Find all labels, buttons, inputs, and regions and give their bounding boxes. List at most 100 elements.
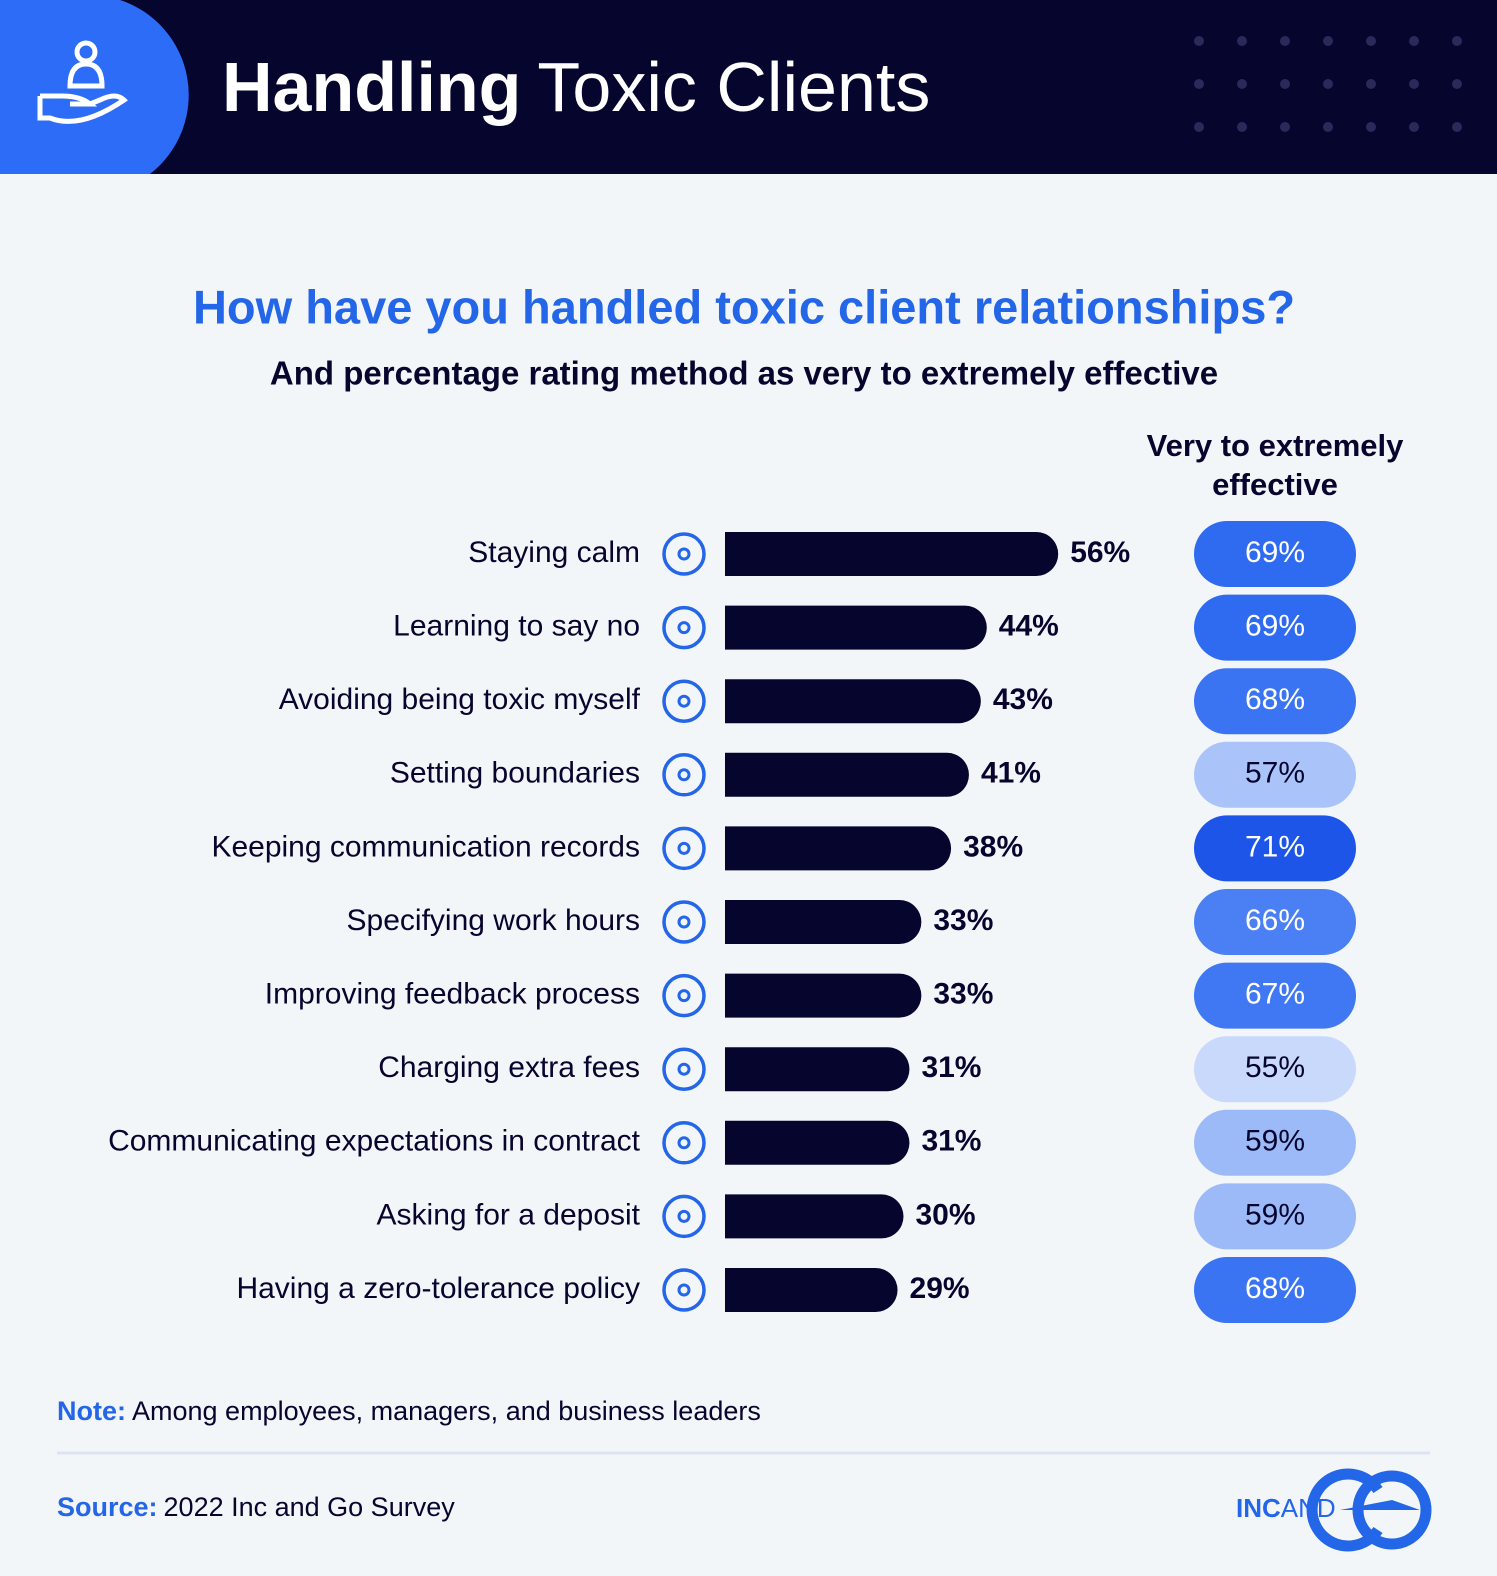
value-label: 33% [933,904,993,937]
bar [725,973,922,1018]
icon-dot [677,547,691,561]
effective-label: 69% [1245,536,1305,569]
bar [725,1047,910,1092]
icon [662,753,706,797]
logo-inc: INC [1236,1493,1281,1523]
icon-dot [677,1062,691,1076]
effective-label: 67% [1245,978,1305,1011]
dot [1409,36,1419,46]
icon [662,679,706,723]
icon [662,1047,706,1091]
header-band [0,0,1497,174]
dot [1366,79,1376,89]
icon [662,532,706,576]
icon-dot [677,621,691,635]
category-label: Specifying work hours [347,904,640,937]
dot [1194,122,1204,132]
value-label: 41% [981,757,1041,790]
icon [662,973,706,1018]
value-label: 30% [916,1198,976,1231]
dot [1409,79,1419,89]
value-label: 44% [999,610,1059,643]
icon [662,605,706,650]
bar [725,1194,904,1239]
note-text: Among employees, managers, and business … [132,1396,761,1426]
logo: INCAND [1236,1468,1432,1552]
dot [1452,122,1462,132]
logo-arrow [1340,1500,1420,1510]
dot [1452,36,1462,46]
icon-dot [677,1136,691,1150]
icon-dot [677,1209,691,1223]
effective-label: 68% [1245,683,1305,716]
dot [1323,122,1333,132]
effective-pill [1194,1183,1356,1250]
bar [725,532,1059,576]
category-label: Staying calm [468,536,640,569]
category-label: Learning to say no [393,610,640,643]
effective-pill [1194,668,1356,735]
dot [1280,36,1290,46]
value-label: 31% [921,1051,981,1084]
chart-subtitle: And percentage rating method as very to … [270,355,1218,392]
icon-dot [677,768,691,782]
value-label: 31% [921,1125,981,1158]
dot [1194,36,1204,46]
chart-title: How have you handled toxic client relati… [193,280,1295,333]
bar [725,1268,898,1312]
dot [1366,122,1376,132]
icon [662,826,706,871]
effective-pill [1194,962,1356,1029]
effective-pill [1194,889,1356,955]
category-label: Setting boundaries [390,757,640,790]
value-label: 38% [963,830,1023,863]
effective-pill [1194,1036,1356,1103]
dot [1280,122,1290,132]
dot [1237,122,1247,132]
icon-dot [677,989,691,1003]
icon [662,1194,706,1239]
effective-pill [1194,741,1356,808]
bar [725,900,922,944]
effective-pill [1194,815,1356,882]
category-label: Communicating expectations in contract [108,1125,641,1158]
effective-label: 59% [1245,1198,1305,1231]
dot [1366,36,1376,46]
value-label: 33% [933,978,993,1011]
bar [725,752,969,797]
note: Note: Among employees, managers, and busi… [57,1396,761,1426]
dot [1194,79,1204,89]
dot [1237,79,1247,89]
source: Source: 2022 Inc and Go Survey [57,1492,455,1522]
effective-label: 66% [1245,904,1305,937]
icon-dot [677,841,691,855]
source-text: 2022 Inc and Go Survey [164,1492,456,1522]
dot [1452,79,1462,89]
effective-pill [1194,594,1356,661]
icon-dot [677,915,691,929]
value-label: 56% [1070,536,1130,569]
category-label: Improving feedback process [265,978,640,1011]
effective-label: 68% [1245,1272,1305,1305]
bar [725,679,981,724]
dot [1323,79,1333,89]
effective-label: 57% [1245,757,1305,790]
dot [1323,36,1333,46]
title-bold: Handling [222,48,521,126]
category-label: Keeping communication records [211,830,640,863]
logo-g [1306,1468,1383,1552]
effective-label: 71% [1245,830,1305,863]
category-label: Charging extra fees [378,1051,640,1084]
bar [725,605,987,650]
dot-pattern [1194,36,1462,132]
category-label: Having a zero-tolerance policy [236,1272,640,1305]
logo-text: INCAND [1236,1493,1336,1523]
bar [725,826,952,871]
icon [662,900,706,944]
effective-pill [1194,1257,1356,1323]
icon [662,1268,706,1312]
effective-label: 59% [1245,1125,1305,1158]
category-label: Avoiding being toxic myself [279,683,641,716]
